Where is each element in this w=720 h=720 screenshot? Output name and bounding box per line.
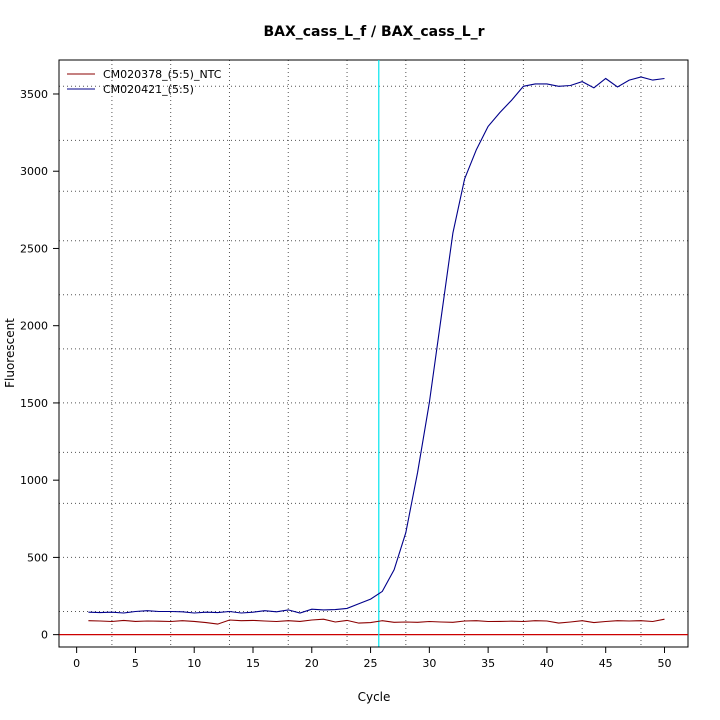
legend: CM020378_(5:5)_NTC CM020421_(5:5) bbox=[67, 68, 222, 96]
plot-frame bbox=[58, 59, 689, 648]
x-tick-label: 25 bbox=[364, 657, 378, 670]
series-line-2 bbox=[88, 76, 665, 614]
x-tick-label: 50 bbox=[657, 657, 671, 670]
y-tick-label: 3000 bbox=[20, 165, 48, 178]
x-tick-label: 0 bbox=[73, 657, 80, 670]
legend-label: CM020421_(5:5) bbox=[103, 83, 194, 96]
y-tick-label: 0 bbox=[41, 629, 48, 642]
series-lines bbox=[88, 76, 665, 625]
reference-lines bbox=[59, 60, 688, 647]
y-tick-label: 1000 bbox=[20, 474, 48, 487]
y-tick-label: 1500 bbox=[20, 397, 48, 410]
y-tick-label: 500 bbox=[27, 551, 48, 564]
x-tick-label: 35 bbox=[481, 657, 495, 670]
x-tick-label: 15 bbox=[246, 657, 260, 670]
series-line-1 bbox=[88, 618, 665, 625]
x-axis-label: Cycle bbox=[358, 690, 391, 704]
x-tick-label: 20 bbox=[305, 657, 319, 670]
legend-label: CM020378_(5:5)_NTC bbox=[103, 68, 222, 81]
y-tick-label: 2000 bbox=[20, 320, 48, 333]
x-tick-label: 40 bbox=[540, 657, 554, 670]
y-tick-label: 3500 bbox=[20, 88, 48, 101]
y-axis-label: Fluorescent bbox=[3, 318, 17, 388]
y-tick-label: 2500 bbox=[20, 242, 48, 255]
x-tick-label: 5 bbox=[132, 657, 139, 670]
x-tick-label: 30 bbox=[422, 657, 436, 670]
x-tick-label: 10 bbox=[187, 657, 201, 670]
x-tick-label: 45 bbox=[599, 657, 613, 670]
x-axis: 0 5 10 15 20 25 30 35 40 45 50 bbox=[73, 646, 671, 670]
grid-lines bbox=[59, 60, 688, 647]
y-axis: 0 500 1000 1500 2000 2500 3000 3500 bbox=[20, 88, 60, 642]
chart-title: BAX_cass_L_f / BAX_cass_L_r bbox=[263, 24, 484, 40]
